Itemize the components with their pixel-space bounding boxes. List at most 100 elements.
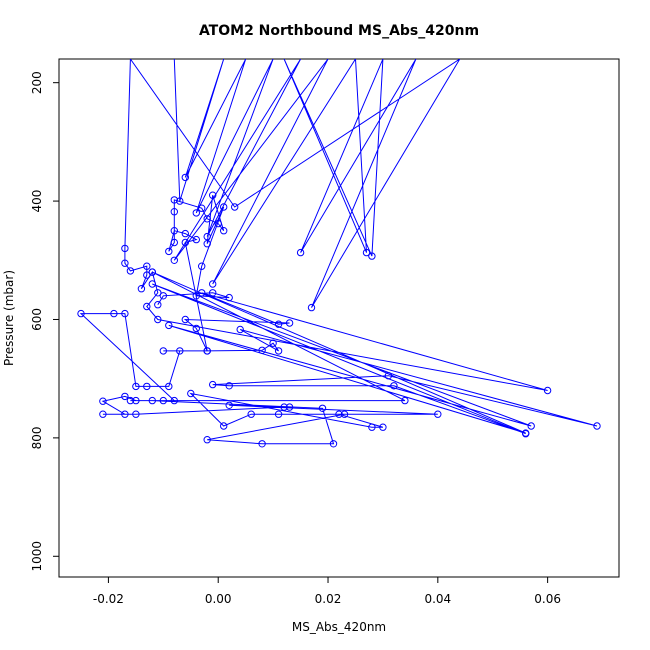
data-point <box>390 382 398 390</box>
data-point <box>236 325 244 334</box>
data-point <box>231 203 239 211</box>
data-point <box>154 289 162 297</box>
data-point <box>132 410 140 418</box>
x-tick-label: -0.02 <box>93 592 124 606</box>
data-point <box>203 436 211 444</box>
data-point <box>209 280 217 288</box>
data-point <box>143 262 151 270</box>
y-tick-label: 800 <box>30 426 44 449</box>
data-point <box>170 396 179 405</box>
data-point <box>247 410 255 418</box>
x-tick-label: 0.04 <box>424 592 451 606</box>
data-point <box>170 238 179 247</box>
data-point <box>203 232 211 241</box>
data-point <box>258 440 266 448</box>
data-point <box>335 410 343 418</box>
data-point <box>220 227 228 235</box>
data-point <box>296 248 305 257</box>
data-point <box>368 423 376 431</box>
data-point <box>121 309 129 318</box>
data-point <box>192 324 201 333</box>
data-point <box>170 208 179 216</box>
data-point <box>165 321 173 330</box>
data-point <box>99 410 107 418</box>
data-point <box>209 380 217 389</box>
data-point <box>434 410 442 418</box>
data-point <box>143 302 151 311</box>
data-point <box>368 252 376 260</box>
data-point <box>126 396 135 405</box>
data-point <box>225 293 233 302</box>
data-point <box>77 309 85 318</box>
data-point <box>110 309 118 318</box>
data-point <box>379 423 387 431</box>
data-point <box>220 203 228 211</box>
data-point <box>121 410 129 418</box>
data-point <box>159 292 168 300</box>
data-point <box>165 382 173 391</box>
y-axis-label: Pressure (mbar) <box>2 270 16 366</box>
data-point <box>148 280 157 288</box>
data-point <box>181 238 190 247</box>
data-point <box>220 422 228 430</box>
data-point <box>318 404 327 412</box>
series-group <box>77 59 601 448</box>
data-point <box>154 315 162 324</box>
data-point <box>329 440 338 448</box>
y-tick-label: 200 <box>30 71 44 94</box>
y-tick-label: 400 <box>30 190 44 213</box>
data-point <box>258 346 266 354</box>
y-tick-label: 600 <box>30 308 44 331</box>
data-point <box>340 410 349 418</box>
data-point <box>401 396 409 405</box>
data-point <box>203 215 211 223</box>
data-point <box>170 196 179 204</box>
data-point <box>143 382 151 391</box>
data-point <box>543 386 552 395</box>
data-point <box>203 240 211 248</box>
data-point <box>126 267 135 275</box>
data-point <box>121 244 129 253</box>
data-point <box>176 347 184 355</box>
x-tick-label: 0.06 <box>534 592 561 606</box>
data-point <box>165 247 173 256</box>
data-point <box>384 372 393 380</box>
data-point <box>148 268 157 276</box>
data-point <box>121 392 129 401</box>
data-point <box>593 422 601 430</box>
data-point <box>181 315 190 324</box>
data-point <box>209 191 217 199</box>
plot-frame <box>58 58 620 578</box>
data-point <box>148 396 157 405</box>
data-point <box>285 403 294 411</box>
data-point <box>159 347 168 355</box>
data-point <box>192 209 201 217</box>
data-point <box>132 396 140 405</box>
data-point <box>159 396 168 405</box>
data-point <box>269 339 277 347</box>
x-axis: -0.02 0.00 0.02 0.04 0.06 <box>93 577 561 606</box>
data-point <box>99 397 107 405</box>
data-point <box>198 289 206 297</box>
data-point <box>274 320 283 328</box>
data-point <box>274 410 283 418</box>
data-point <box>176 197 184 205</box>
data-point <box>522 429 530 437</box>
data-point <box>143 271 151 279</box>
data-point <box>137 285 146 293</box>
data-point <box>181 173 190 182</box>
data-point <box>225 401 233 409</box>
data-point <box>132 382 140 391</box>
plot-area <box>77 59 601 448</box>
data-point <box>170 227 179 235</box>
y-tick-label: 1000 <box>30 541 44 572</box>
data-point <box>154 301 162 309</box>
series-line <box>79 59 598 445</box>
data-point <box>280 403 288 411</box>
x-tick-label: 0.00 <box>205 592 232 606</box>
data-point <box>198 204 206 212</box>
data-point <box>192 292 201 300</box>
data-point <box>181 229 190 238</box>
data-point <box>307 303 316 312</box>
